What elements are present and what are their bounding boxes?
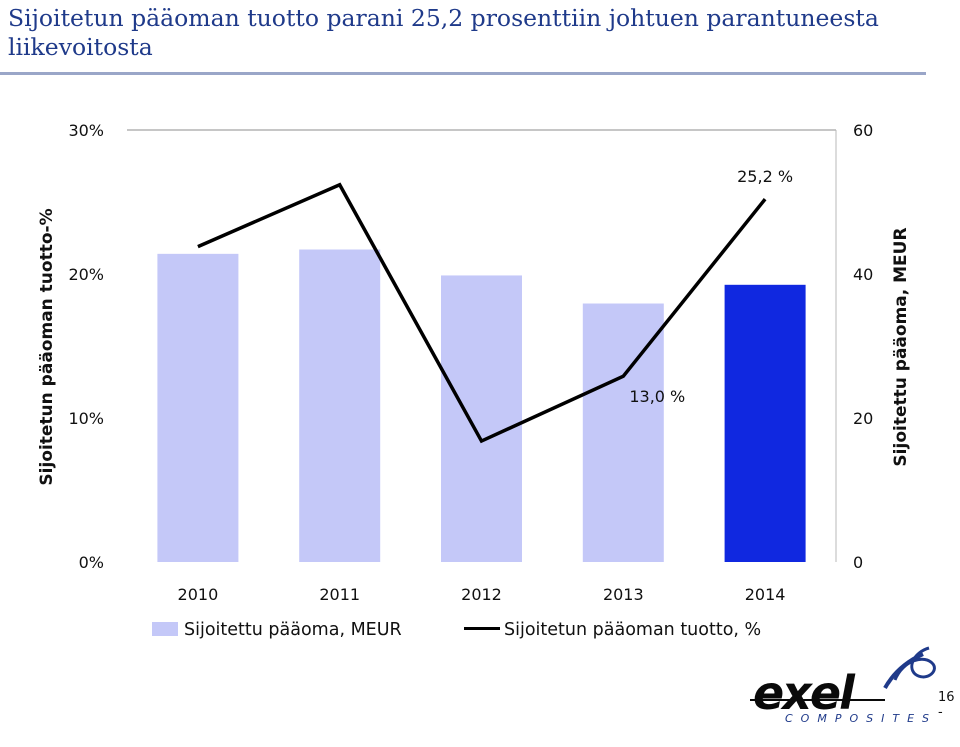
legend-line-swatch [464,627,500,630]
y-left-tick-label: 10% [68,409,104,428]
y-left-tick-label: 0% [79,553,104,572]
legend-line-label: Sijoitetun pääoman tuotto, % [504,620,762,640]
bar-2011 [299,249,381,562]
x-tick-label: 2011 [319,585,360,604]
y-left-tick-label: 20% [68,265,104,284]
logo-subtitle: COMPOSITES [785,712,937,725]
slide-title: Sijoitetun pääoman tuotto parani 25,2 pr… [8,4,879,61]
y-left-tick-label: 30% [68,121,104,140]
data-label: 25,2 % [737,167,793,186]
x-tick-label: 2012 [461,585,502,604]
y-left-axis-title: Sijoitetun pääoman tuotto-% [37,208,57,485]
logo-wordmark: exel [753,666,855,720]
legend-bar-swatch [152,622,178,636]
title-divider [0,72,926,75]
bar-2010 [157,253,239,562]
bar-2012 [441,275,522,562]
x-tick-label: 2014 [745,585,786,604]
x-tick-label: 2010 [178,585,219,604]
bar-2014 [724,284,806,562]
y-right-tick-label: 0 [853,553,863,572]
bar-2013 [582,303,664,562]
page-number: 16 - [938,690,955,720]
y-right-tick-label: 40 [853,265,873,284]
roi-series-line [197,182,767,444]
exel-composites-logo: exel COMPOSITES [745,640,940,730]
data-label: 13,0 % [629,387,685,406]
y-right-axis-title: Sijoitettu pääoma, MEUR [891,227,911,466]
y-right-tick-label: 20 [853,409,873,428]
legend-item-bars: Sijoitettu pääoma, MEUR [152,620,402,640]
legend-bar-label: Sijoitettu pääoma, MEUR [184,620,402,640]
legend-item-line: Sijoitetun pääoman tuotto, % [464,620,761,640]
x-tick-label: 2013 [603,585,644,604]
y-right-tick-label: 60 [853,121,873,140]
logo-swoosh-icon [750,646,936,701]
